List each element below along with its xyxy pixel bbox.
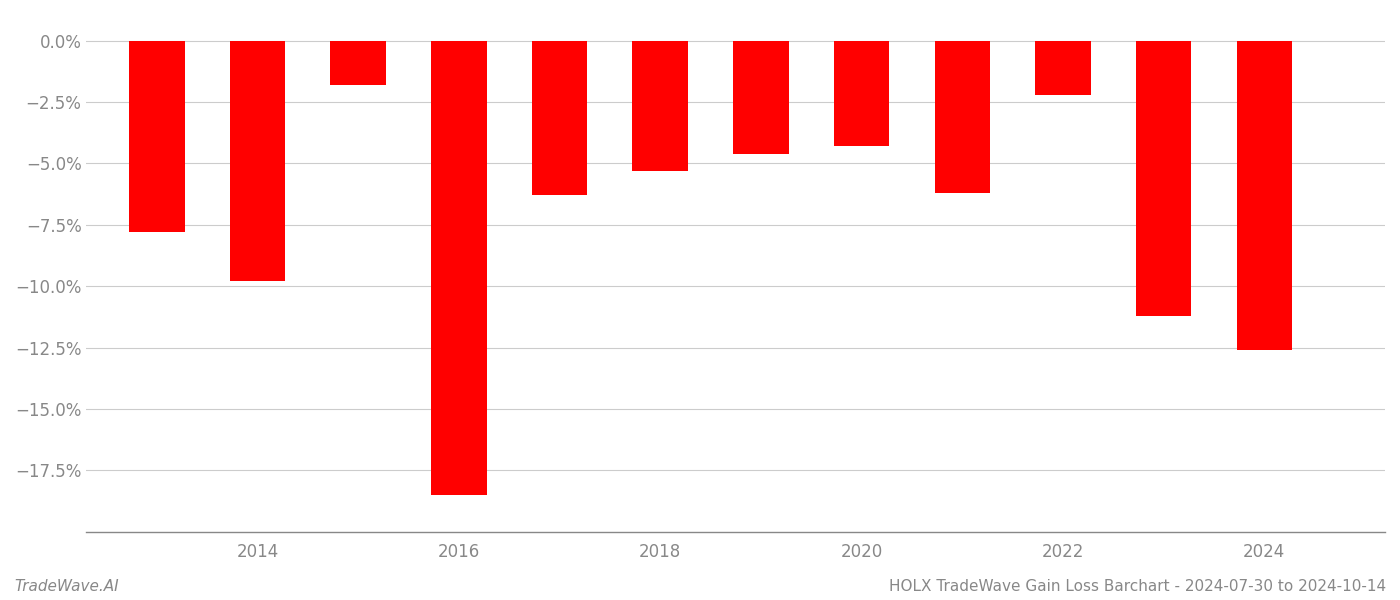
- Bar: [1035, 41, 1091, 95]
- Bar: [129, 41, 185, 232]
- Text: HOLX TradeWave Gain Loss Barchart - 2024-07-30 to 2024-10-14: HOLX TradeWave Gain Loss Barchart - 2024…: [889, 579, 1386, 594]
- Bar: [734, 41, 788, 154]
- Bar: [230, 41, 286, 281]
- Text: TradeWave.AI: TradeWave.AI: [14, 579, 119, 594]
- Bar: [431, 41, 487, 495]
- Bar: [935, 41, 990, 193]
- Bar: [330, 41, 386, 85]
- Bar: [834, 41, 889, 146]
- Bar: [633, 41, 687, 171]
- Bar: [1135, 41, 1191, 316]
- Bar: [532, 41, 587, 196]
- Bar: [1236, 41, 1292, 350]
